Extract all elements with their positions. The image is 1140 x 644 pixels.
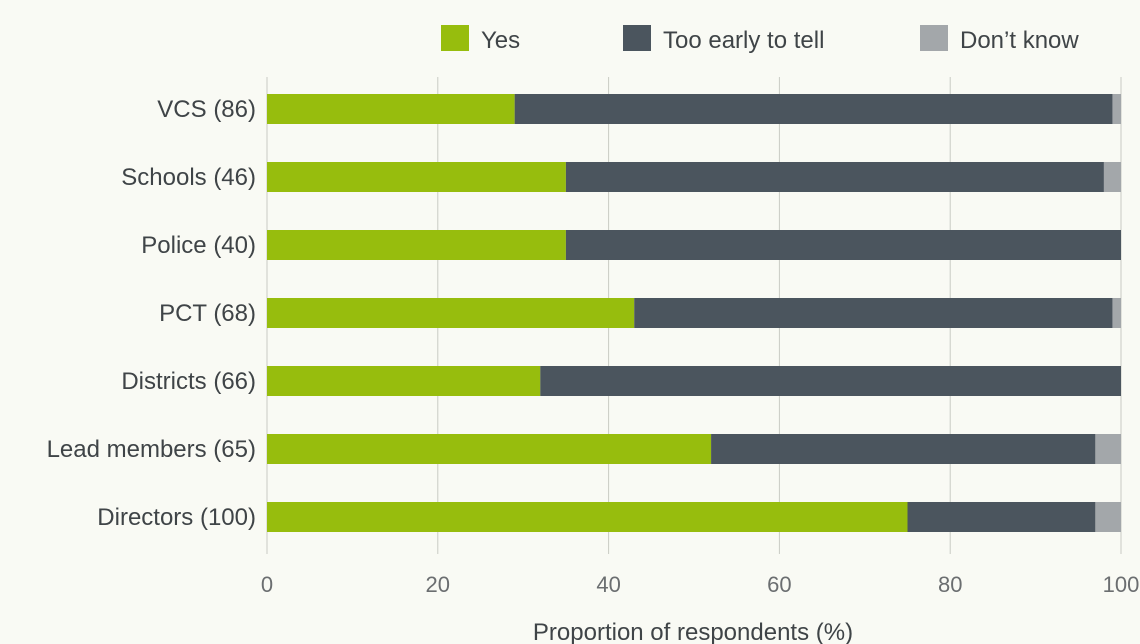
legend-label: Too early to tell: [663, 27, 824, 54]
category-label: Police (40): [141, 232, 256, 259]
bar-segment: [267, 434, 712, 464]
x-tick-label: 100: [1103, 572, 1140, 597]
legend-label: Don’t know: [960, 27, 1079, 54]
bar-segment: [267, 162, 566, 192]
bar-segment: [565, 162, 1104, 192]
bar-segment: [267, 366, 541, 396]
bar-segment: [540, 366, 1121, 396]
x-axis-title: Proportion of respondents (%): [533, 619, 853, 644]
x-tick-labels: 0 20 40 60 80 100: [261, 572, 1139, 597]
bar-segment: [1112, 298, 1121, 328]
bar-segment: [1112, 94, 1121, 124]
legend-swatch: [441, 25, 469, 51]
legend-label: Yes: [481, 27, 520, 54]
bar-segment: [907, 502, 1096, 532]
category-label: PCT (68): [159, 300, 256, 327]
category-label: Lead members (65): [47, 436, 256, 463]
legend-swatch: [623, 25, 651, 51]
bar-segment: [267, 502, 908, 532]
legend: Yes Too early to tell Don’t know: [441, 25, 1079, 54]
bar-segment: [1095, 502, 1121, 532]
x-tick-label: 40: [596, 572, 620, 597]
category-labels: VCS (86) Schools (46) Police (40) PCT (68) D…: [47, 96, 256, 531]
bar-segment: [1103, 162, 1121, 192]
bar-segment: [1095, 434, 1121, 464]
bar-segment: [634, 298, 1113, 328]
bar-segment: [267, 230, 566, 260]
bar-segment: [514, 94, 1113, 124]
category-label: Districts (66): [121, 368, 256, 395]
category-label: VCS (86): [157, 96, 256, 123]
category-label: Directors (100): [97, 504, 256, 531]
bars: [267, 94, 1121, 532]
x-tick-label: 0: [261, 572, 273, 597]
x-tick-label: 20: [426, 572, 450, 597]
bar-segment: [267, 94, 515, 124]
bar-segment: [565, 230, 1121, 260]
category-label: Schools (46): [121, 164, 256, 191]
bar-segment: [267, 298, 635, 328]
bar-segment: [711, 434, 1096, 464]
x-tick-label: 60: [767, 572, 791, 597]
legend-swatch: [920, 25, 948, 51]
x-tick-label: 80: [938, 572, 962, 597]
